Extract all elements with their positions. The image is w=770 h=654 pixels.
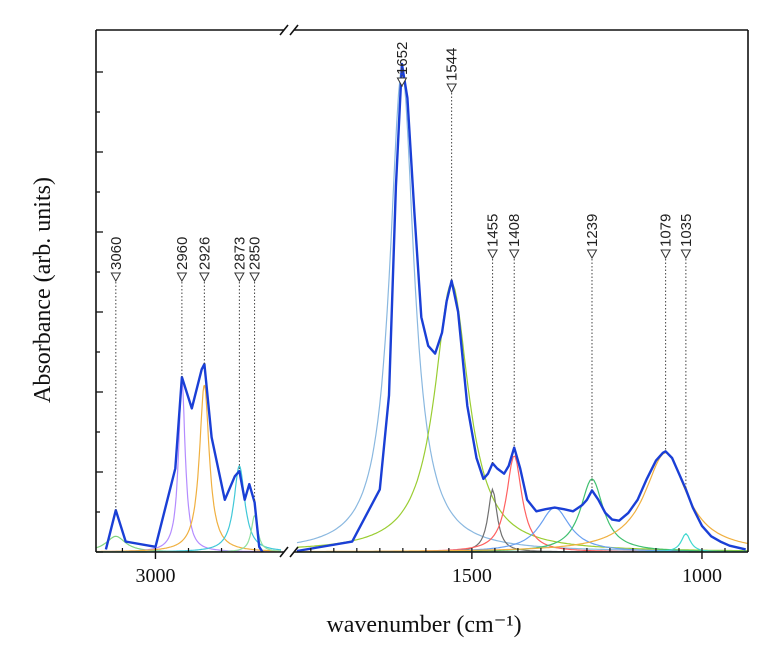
axis-break-mark-1b — [289, 546, 299, 558]
peak-label-1079: 1079 — [658, 214, 675, 247]
axis-break-mark-0b — [289, 24, 299, 36]
axes: 3000 1500 1000 — [95, 24, 749, 587]
peak-marker-lines — [115, 63, 687, 511]
x-tick-label-1000: 1000 — [682, 565, 722, 587]
peak-label-1408: 1408 — [506, 214, 523, 247]
peak-label-2850: 2850 — [247, 237, 264, 270]
peak-marker-triangle-2850 — [249, 272, 260, 283]
peak-label-1544: 1544 — [444, 48, 461, 81]
peak-marker-triangle-1239 — [586, 249, 598, 260]
peak-marker-triangle-2873 — [234, 272, 245, 283]
peak-label-2926: 2926 — [196, 237, 213, 270]
axis-break-mark-1a — [279, 546, 289, 558]
peak-label-1035: 1035 — [678, 214, 695, 247]
peak-marker-triangle-1079 — [660, 249, 671, 260]
peak-marker-triangle-2926 — [199, 272, 210, 283]
measured-spectrum-segment-2 — [296, 62, 746, 553]
peak-label-1455: 1455 — [485, 214, 502, 247]
axis-break-mark-0a — [279, 24, 289, 36]
peak-marker-triangle-1408 — [508, 249, 520, 260]
peak-marker-triangle-1544 — [446, 83, 457, 94]
component-2926 — [96, 384, 281, 553]
x-tick-label-3000: 3000 — [135, 565, 175, 587]
y-axis-title: Absorbance (arb. units) — [30, 177, 56, 403]
component-1544 — [296, 282, 748, 552]
peak-marker-triangle-1035 — [680, 249, 692, 260]
peak-marker-triangle-1455 — [487, 249, 498, 260]
peak-label-1239: 1239 — [584, 214, 601, 247]
peak-label-3060: 3060 — [108, 237, 125, 270]
peak-marker-triangle-1652 — [396, 77, 408, 88]
x-tick-label-1500: 1500 — [452, 565, 492, 587]
peak-label-2873: 2873 — [231, 237, 248, 270]
peak-marker-triangle-2960 — [176, 272, 188, 283]
peak-label-2960: 2960 — [174, 237, 191, 270]
measured-spectrum — [104, 62, 746, 553]
x-axis-title: wavenumber (cm⁻¹) — [326, 612, 521, 638]
component-1079 — [297, 452, 749, 553]
peak-label-1652: 1652 — [394, 42, 411, 75]
peak-marker-triangle-3060 — [110, 272, 122, 283]
measured-spectrum-segment-1 — [104, 362, 264, 553]
component-2960 — [96, 379, 281, 553]
